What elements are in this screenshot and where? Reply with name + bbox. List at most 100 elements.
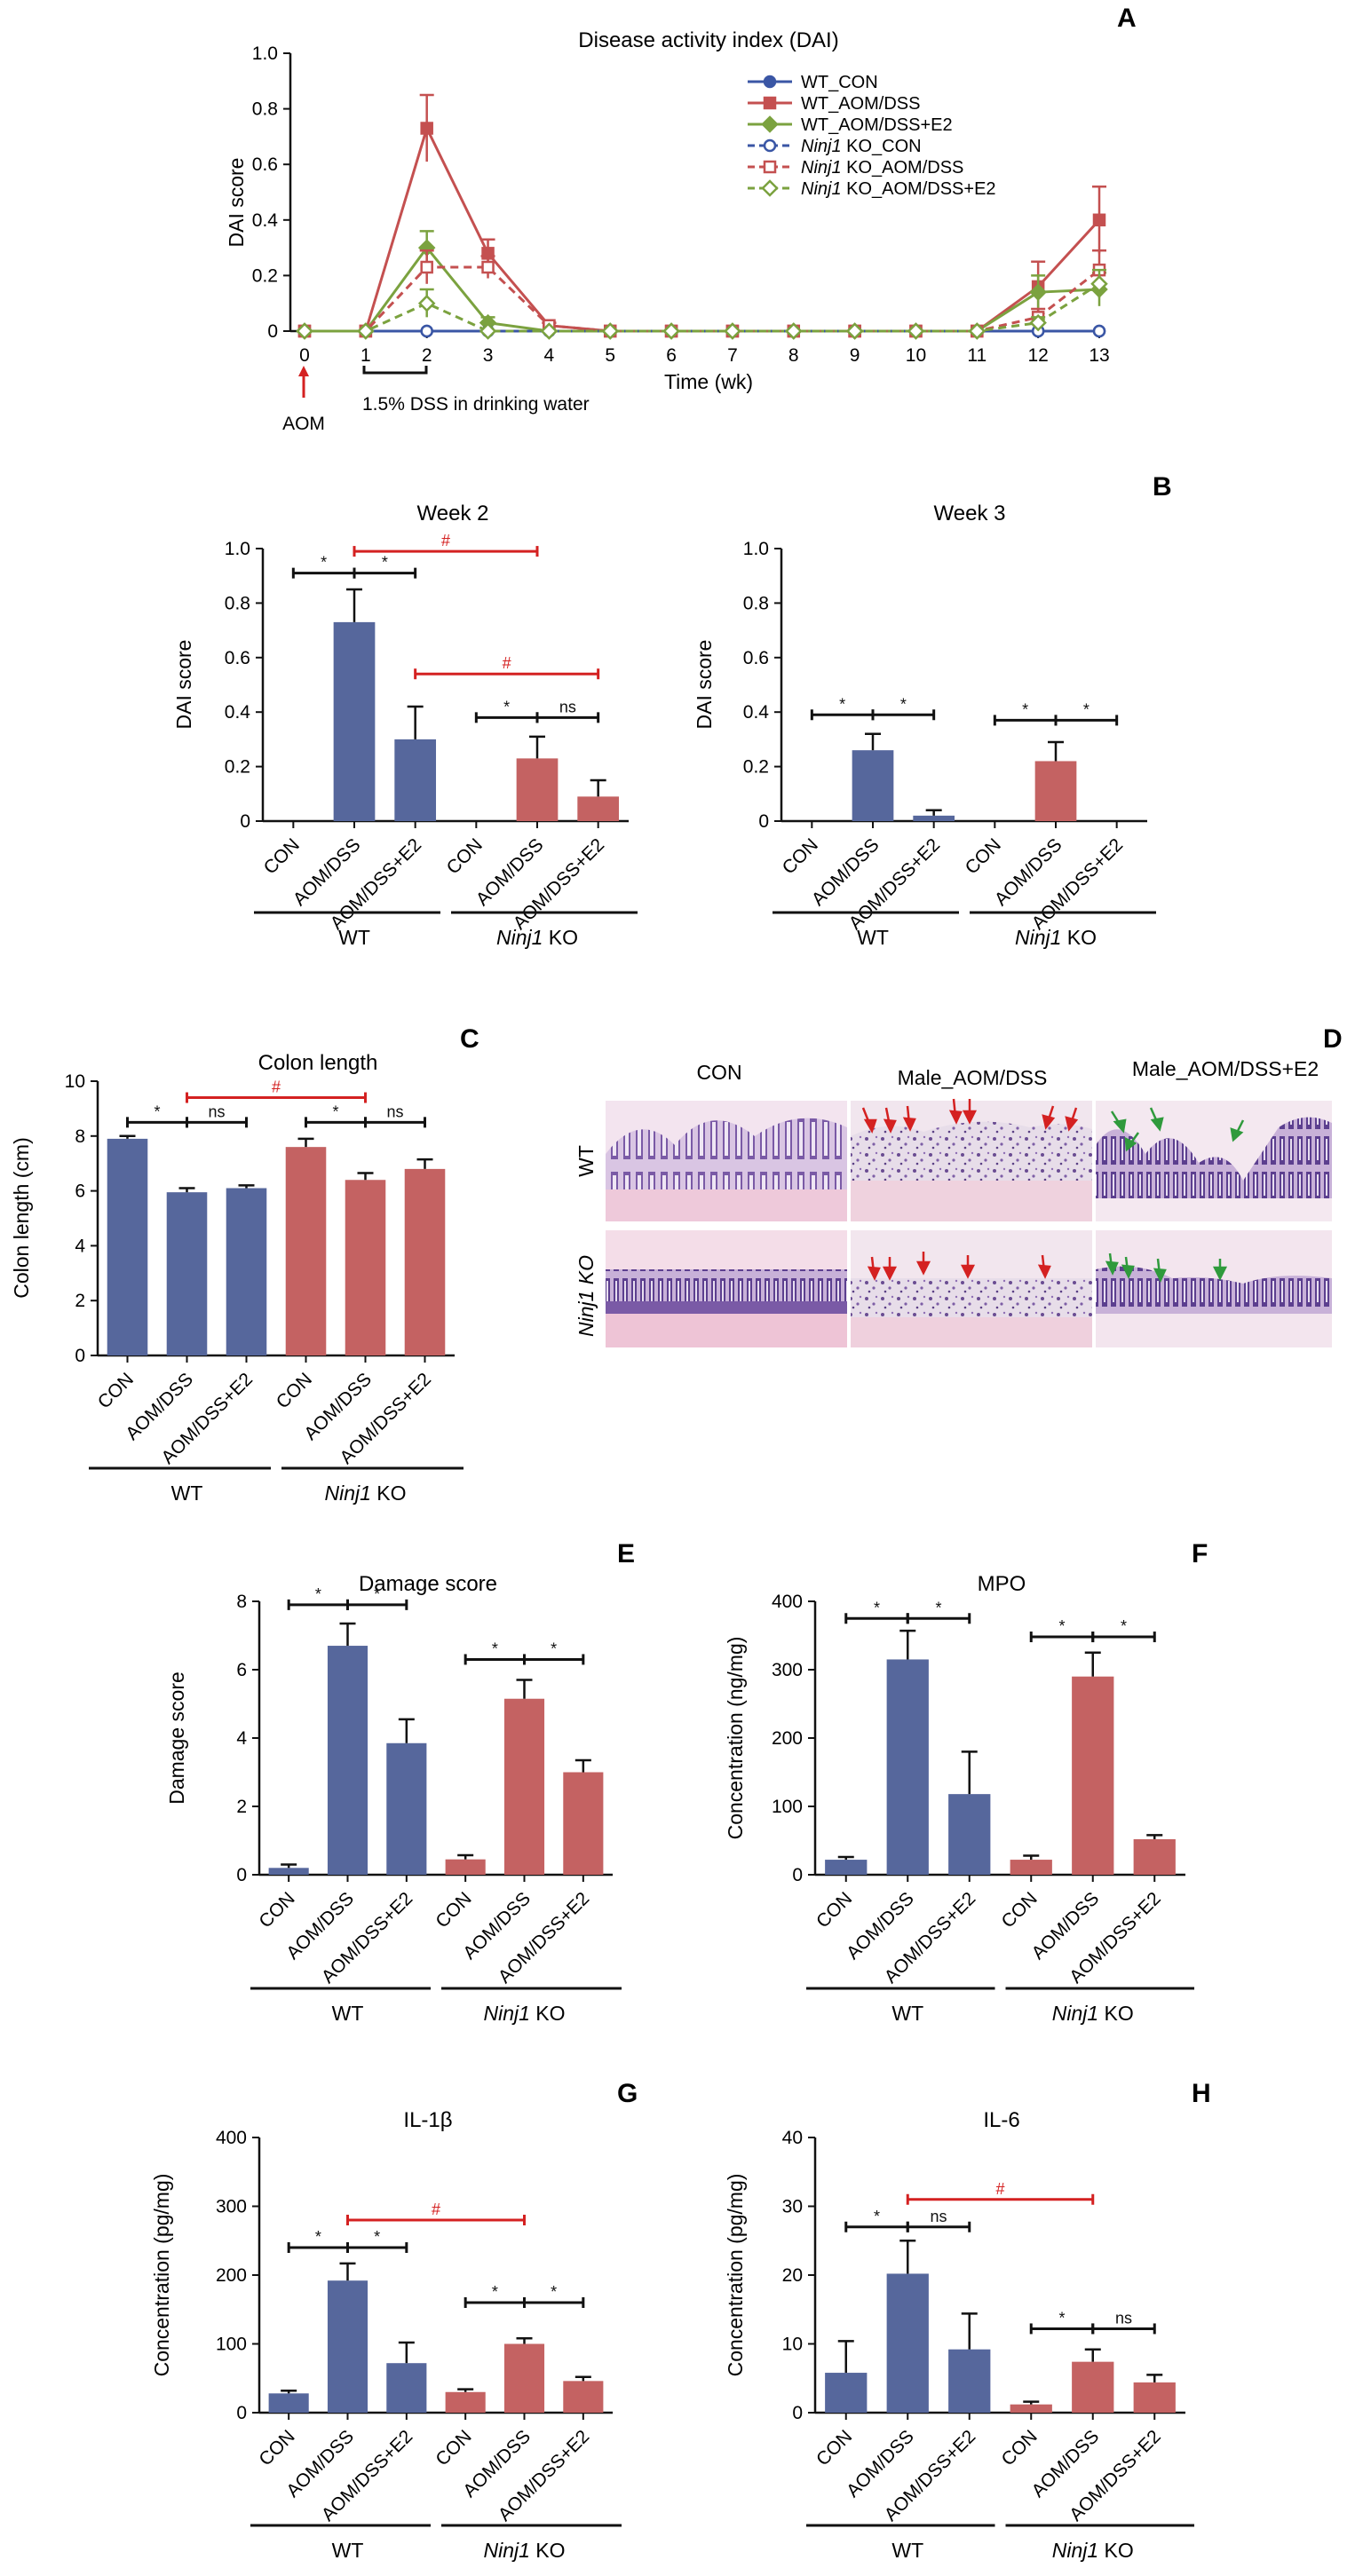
data-point	[420, 260, 433, 274]
group-label-wt: WT	[332, 2539, 364, 2562]
x-category-label: CON	[962, 834, 1005, 878]
bar	[1133, 1838, 1176, 1875]
bar	[1010, 1860, 1052, 1875]
series-line	[305, 265, 1100, 333]
y-tick-label: 1.0	[225, 539, 250, 559]
data-point	[540, 322, 559, 340]
bar	[503, 1698, 545, 1875]
group-label-ko-suffix: KO	[1098, 2002, 1134, 2025]
x-tick-label: 1	[361, 345, 371, 366]
data-point	[907, 322, 925, 340]
dss-label: 1.5% DSS in drinking water	[362, 394, 590, 415]
significance-label: *	[874, 1599, 880, 1616]
panel-letter-a: A	[1117, 4, 1137, 33]
significance-label: *	[874, 2208, 880, 2225]
y-tick-label: 0	[240, 811, 250, 832]
y-axis-label: Concentration (ng/mg)	[724, 1637, 747, 1840]
significance-label: ns	[930, 2208, 947, 2225]
significance-label: ns	[386, 1102, 403, 1120]
histology-ko-aom-dss-e2	[1096, 1230, 1332, 1347]
bar	[1072, 2361, 1114, 2413]
data-point	[724, 322, 741, 340]
x-tick-label: 5	[605, 345, 615, 366]
bar	[327, 2280, 368, 2413]
x-tick-label: 0	[299, 345, 310, 366]
significance-label: #	[503, 654, 511, 672]
histology-ko-aom-dss	[851, 1230, 1092, 1347]
bar	[1133, 2382, 1176, 2413]
y-axis-label: Colon length (cm)	[10, 1137, 33, 1299]
bar	[445, 2391, 486, 2413]
y-tick-label: 0	[792, 1865, 803, 1885]
group-label-ko-suffix: KO	[1098, 2539, 1134, 2562]
y-axis-label: DAI score	[693, 640, 716, 730]
group-label-ko-gene: Ninj1	[324, 1482, 370, 1505]
y-tick-label: 0	[236, 2403, 247, 2423]
bar	[913, 815, 955, 821]
data-point	[785, 322, 803, 340]
y-tick-label: 0.6	[743, 648, 769, 668]
x-category-label: CON	[273, 1369, 316, 1412]
group-label-wt: WT	[857, 926, 889, 949]
chart-title: MPO	[978, 1572, 1026, 1596]
significance-label: *	[935, 1599, 941, 1616]
legend-label-rest: KO_AOM/DSS+E2	[842, 179, 996, 199]
bar	[386, 1742, 427, 1875]
significance-label: *	[374, 1585, 380, 1603]
legend-label: WT_AOM/DSS+E2	[801, 115, 953, 135]
x-tick-label: 10	[906, 345, 926, 366]
bar	[386, 2363, 427, 2413]
data-point	[357, 322, 375, 340]
significance-label: ns	[1115, 2309, 1132, 2327]
y-tick-label: 0	[267, 321, 278, 342]
data-point	[420, 122, 433, 135]
group-label-ko: Ninj1 KO	[496, 926, 578, 949]
legend-label: WT_AOM/DSS	[801, 94, 920, 114]
x-tick-label: 7	[727, 345, 738, 366]
y-tick-label: 100	[772, 1797, 803, 1817]
chart-title: Damage score	[359, 1572, 497, 1596]
legend-label-gene: Ninj1	[801, 158, 842, 178]
x-category-label: CON	[432, 2426, 475, 2469]
significance-label: *	[315, 1585, 321, 1603]
data-point	[1092, 213, 1106, 227]
histology-row-label-wt: WT	[574, 1145, 598, 1177]
significance-label: *	[315, 2228, 321, 2246]
group-label-ko-suffix: KO	[530, 2002, 566, 2025]
bar	[825, 2373, 868, 2413]
group-label-ko-gene: Ninj1	[483, 2002, 529, 2025]
panel-a-xlabel: Time (wk)	[664, 370, 753, 393]
bar	[345, 1180, 386, 1355]
legend-label-rest: KO_CON	[842, 137, 922, 156]
group-label-wt: WT	[171, 1482, 203, 1505]
x-category-label: CON	[998, 2426, 1042, 2469]
y-tick-label: 6	[75, 1181, 85, 1202]
legend-marker	[763, 96, 777, 110]
group-label-wt: WT	[891, 2002, 923, 2025]
group-label-ko: Ninj1 KO	[1052, 2002, 1134, 2025]
bar	[563, 2381, 604, 2413]
histology-col-label-con: CON	[696, 1061, 741, 1084]
y-tick-label: 1.0	[252, 43, 278, 64]
y-tick-label: 0.4	[743, 702, 770, 723]
panel-letter-b: B	[1153, 472, 1172, 502]
y-tick-label: 0.6	[225, 648, 250, 668]
group-label-ko: Ninj1 KO	[1052, 2539, 1134, 2562]
x-category-label: CON	[779, 834, 822, 878]
y-tick-label: 0.2	[743, 757, 769, 778]
significance-label: *	[374, 2228, 380, 2246]
data-point	[845, 322, 864, 340]
x-category-label: CON	[94, 1369, 138, 1412]
group-label-wt: WT	[338, 926, 370, 949]
bar	[166, 1192, 208, 1355]
bar	[1010, 2404, 1052, 2413]
x-category-label: CON	[998, 1888, 1042, 1932]
y-tick-label: 300	[772, 1660, 803, 1680]
y-tick-label: 10	[65, 1071, 85, 1092]
significance-label: #	[995, 2180, 1004, 2198]
